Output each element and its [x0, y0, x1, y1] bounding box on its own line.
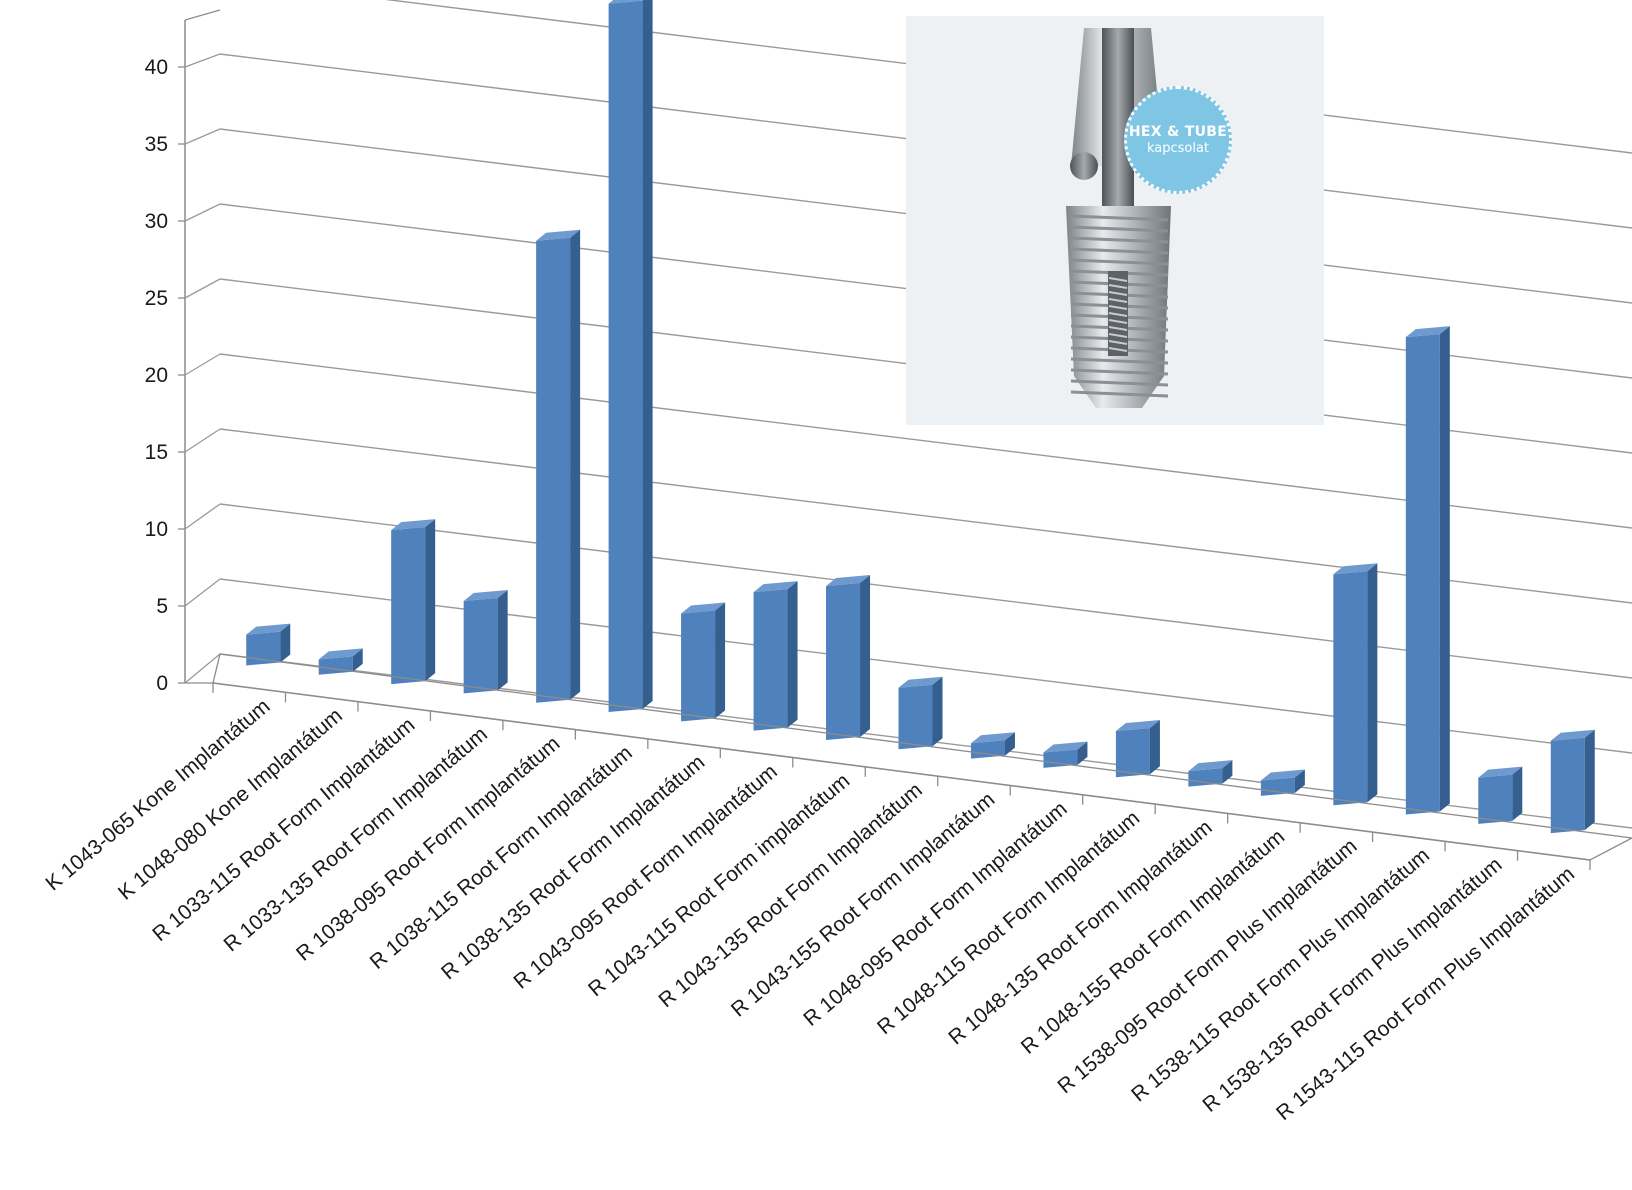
bar	[1478, 766, 1523, 824]
bar-series	[246, 0, 1595, 834]
x-tick-label: R 1538-095 Root Form Plus Implantátum	[1053, 834, 1361, 1098]
x-tick-label: R 1538-135 Root Form Plus Implantátum	[1198, 853, 1506, 1117]
bar	[1115, 720, 1160, 778]
gridline	[219, 353, 1632, 529]
bar	[536, 229, 581, 703]
bar	[391, 519, 436, 685]
y-tick-label: 20	[145, 364, 168, 387]
y-tick-label: 25	[145, 287, 168, 310]
gridline	[219, 428, 1632, 604]
badge-title: HEX & TUBE	[1128, 124, 1228, 140]
bar	[970, 732, 1015, 759]
implant-cross-section-image: HEX & TUBE kapcsolat	[906, 16, 1324, 425]
bar	[1043, 741, 1088, 768]
gridline	[219, 503, 1632, 679]
y-tick-label: 15	[145, 441, 168, 464]
bar	[608, 0, 653, 713]
bar	[681, 602, 726, 722]
bar	[463, 590, 508, 694]
x-tick-label: R 1543-115 Root Form Plus Implantátum	[1272, 862, 1579, 1125]
y-tick-label: 10	[145, 518, 168, 541]
y-tick-label: 45	[145, 0, 168, 2]
y-tick-label: 40	[145, 56, 168, 79]
y-tick-label: 30	[145, 210, 168, 233]
badge-subtitle: kapcsolat	[1146, 141, 1210, 156]
bar	[318, 648, 363, 675]
bar	[1188, 760, 1233, 787]
y-axis: 0 5 10 15 20 25 30 35 40 45	[145, 0, 221, 695]
bar	[1405, 326, 1450, 815]
bar	[753, 581, 798, 731]
implant-illustration	[1066, 28, 1171, 408]
gridline	[219, 578, 1632, 754]
bar	[826, 574, 871, 740]
bar	[246, 623, 291, 666]
y-tick-label: 0	[156, 672, 168, 695]
y-tick-label: 35	[145, 133, 168, 156]
bar	[898, 676, 943, 750]
x-tick-label: R 1538-115 Root Form Plus Implantátum	[1127, 844, 1434, 1107]
hex-tube-badge: HEX & TUBE kapcsolat	[1124, 86, 1232, 194]
bar	[1333, 563, 1378, 806]
bar	[1550, 729, 1595, 834]
y-tick-label: 5	[156, 595, 168, 618]
